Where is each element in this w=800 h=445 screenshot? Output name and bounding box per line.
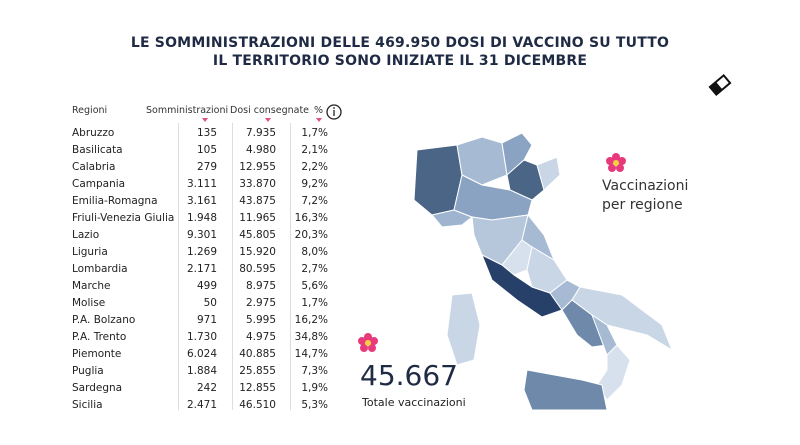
sort-arrow[interactable] xyxy=(265,118,271,122)
table-cell: 1.948 xyxy=(186,212,217,224)
table-cell: 8.975 xyxy=(245,280,276,292)
region-name: Lazio xyxy=(72,229,100,241)
region-name: Marche xyxy=(72,280,111,292)
table-cell: 5.995 xyxy=(245,314,276,326)
info-icon[interactable] xyxy=(326,104,342,120)
total-value: 45.667 xyxy=(360,359,458,392)
column-header: Regioni xyxy=(72,105,108,116)
table-cell: 7,3% xyxy=(301,365,328,377)
table-cell: 12.855 xyxy=(239,382,276,394)
table-cell: 7.935 xyxy=(245,127,276,139)
table-cell: 2,7% xyxy=(301,263,328,275)
table-cell: 80.595 xyxy=(239,263,276,275)
table-cell: 34,8% xyxy=(294,331,328,343)
region-name: Sicilia xyxy=(72,399,103,410)
table-cell: 8,0% xyxy=(301,246,328,258)
table-cell: 16,3% xyxy=(294,212,328,224)
region-name: Basilicata xyxy=(72,144,123,156)
table-cell: 105 xyxy=(196,144,217,156)
table-cell: 40.885 xyxy=(239,348,276,360)
table-cell: 16,2% xyxy=(294,314,328,326)
title: IL TERRITORIO SONO INIZIATE IL 31 DICEMB… xyxy=(212,53,588,69)
table-cell: 2.171 xyxy=(186,263,217,275)
table-cell: 1.730 xyxy=(186,331,217,343)
table-cell: 1,7% xyxy=(301,297,328,309)
table-cell: 971 xyxy=(196,314,217,326)
table-cell: 7,2% xyxy=(301,195,328,207)
region-name: Piemonte xyxy=(72,348,122,360)
column-header: Somministrazioni xyxy=(146,105,229,116)
table-cell: 279 xyxy=(196,161,217,173)
table-cell: 4.975 xyxy=(245,331,276,343)
table-cell: 2,1% xyxy=(301,144,328,156)
table-cell: 135 xyxy=(196,127,217,139)
column-header: % xyxy=(314,105,324,116)
table-cell: 33.870 xyxy=(239,178,276,190)
total-label: Totale vaccinazioni xyxy=(362,396,466,409)
region-name: Lombardia xyxy=(72,263,128,275)
sort-arrow[interactable] xyxy=(316,118,322,122)
separator xyxy=(178,123,179,410)
table-cell: 1.884 xyxy=(186,365,217,377)
region-name: Molise xyxy=(72,297,106,309)
table-cell: 45.805 xyxy=(239,229,276,241)
table-cell: 43.875 xyxy=(239,195,276,207)
table-cell: 9,2% xyxy=(301,178,328,190)
table-cell: 14,7% xyxy=(294,348,328,360)
flower-icon xyxy=(606,153,626,172)
table-cell: 2.471 xyxy=(186,399,217,410)
title: LE SOMMINISTRAZIONI DELLE 469.950 DOSI D… xyxy=(130,35,670,51)
region-name: Emilia-Romagna xyxy=(72,195,158,207)
table-cell: 12.955 xyxy=(239,161,276,173)
separator xyxy=(290,123,291,410)
region-name: Liguria xyxy=(72,246,108,258)
column-header: Dosi consegnate xyxy=(230,105,310,116)
infographic: LE SOMMINISTRAZIONI DELLE 469.950 DOSI D… xyxy=(62,25,738,410)
region-name: Campania xyxy=(72,178,126,190)
region-name: Abruzzo xyxy=(72,127,115,139)
table-cell: 6.024 xyxy=(186,348,217,360)
table-cell: 1.269 xyxy=(186,246,217,258)
region-name: P.A. Trento xyxy=(72,331,127,343)
region-name: Sardegna xyxy=(72,382,123,394)
table-cell: 1,9% xyxy=(301,382,328,394)
region-name: Calabria xyxy=(72,161,116,173)
table-cell: 11.965 xyxy=(239,212,276,224)
table-cell: 2.975 xyxy=(245,297,276,309)
table-cell: 5,6% xyxy=(301,280,328,292)
table-cell: 20,3% xyxy=(294,229,328,241)
table-cell: 242 xyxy=(196,382,217,394)
table-cell: 25.855 xyxy=(239,365,276,377)
table-cell: 499 xyxy=(196,280,217,292)
table-cell: 5,3% xyxy=(301,399,328,410)
map-legend: Vaccinazioni per regione xyxy=(602,178,689,213)
region-name: P.A. Bolzano xyxy=(72,314,136,326)
table-cell: 3.111 xyxy=(186,178,217,190)
table-cell: 1,7% xyxy=(301,127,328,139)
region-name: Friuli-Venezia Giulia xyxy=(72,212,175,224)
table-cell: 2,2% xyxy=(301,161,328,173)
table-cell: 50 xyxy=(203,297,217,309)
table-cell: 4.980 xyxy=(245,144,276,156)
eraser-icon[interactable] xyxy=(708,73,732,97)
flower-icon xyxy=(358,333,378,352)
table-cell: 3.161 xyxy=(186,195,217,207)
table-cell: 46.510 xyxy=(239,399,276,410)
table-cell: 9.301 xyxy=(186,229,217,241)
region-name: Puglia xyxy=(72,365,104,377)
table-cell: 15.920 xyxy=(239,246,276,258)
separator xyxy=(232,123,233,410)
sort-arrow[interactable] xyxy=(202,118,208,122)
